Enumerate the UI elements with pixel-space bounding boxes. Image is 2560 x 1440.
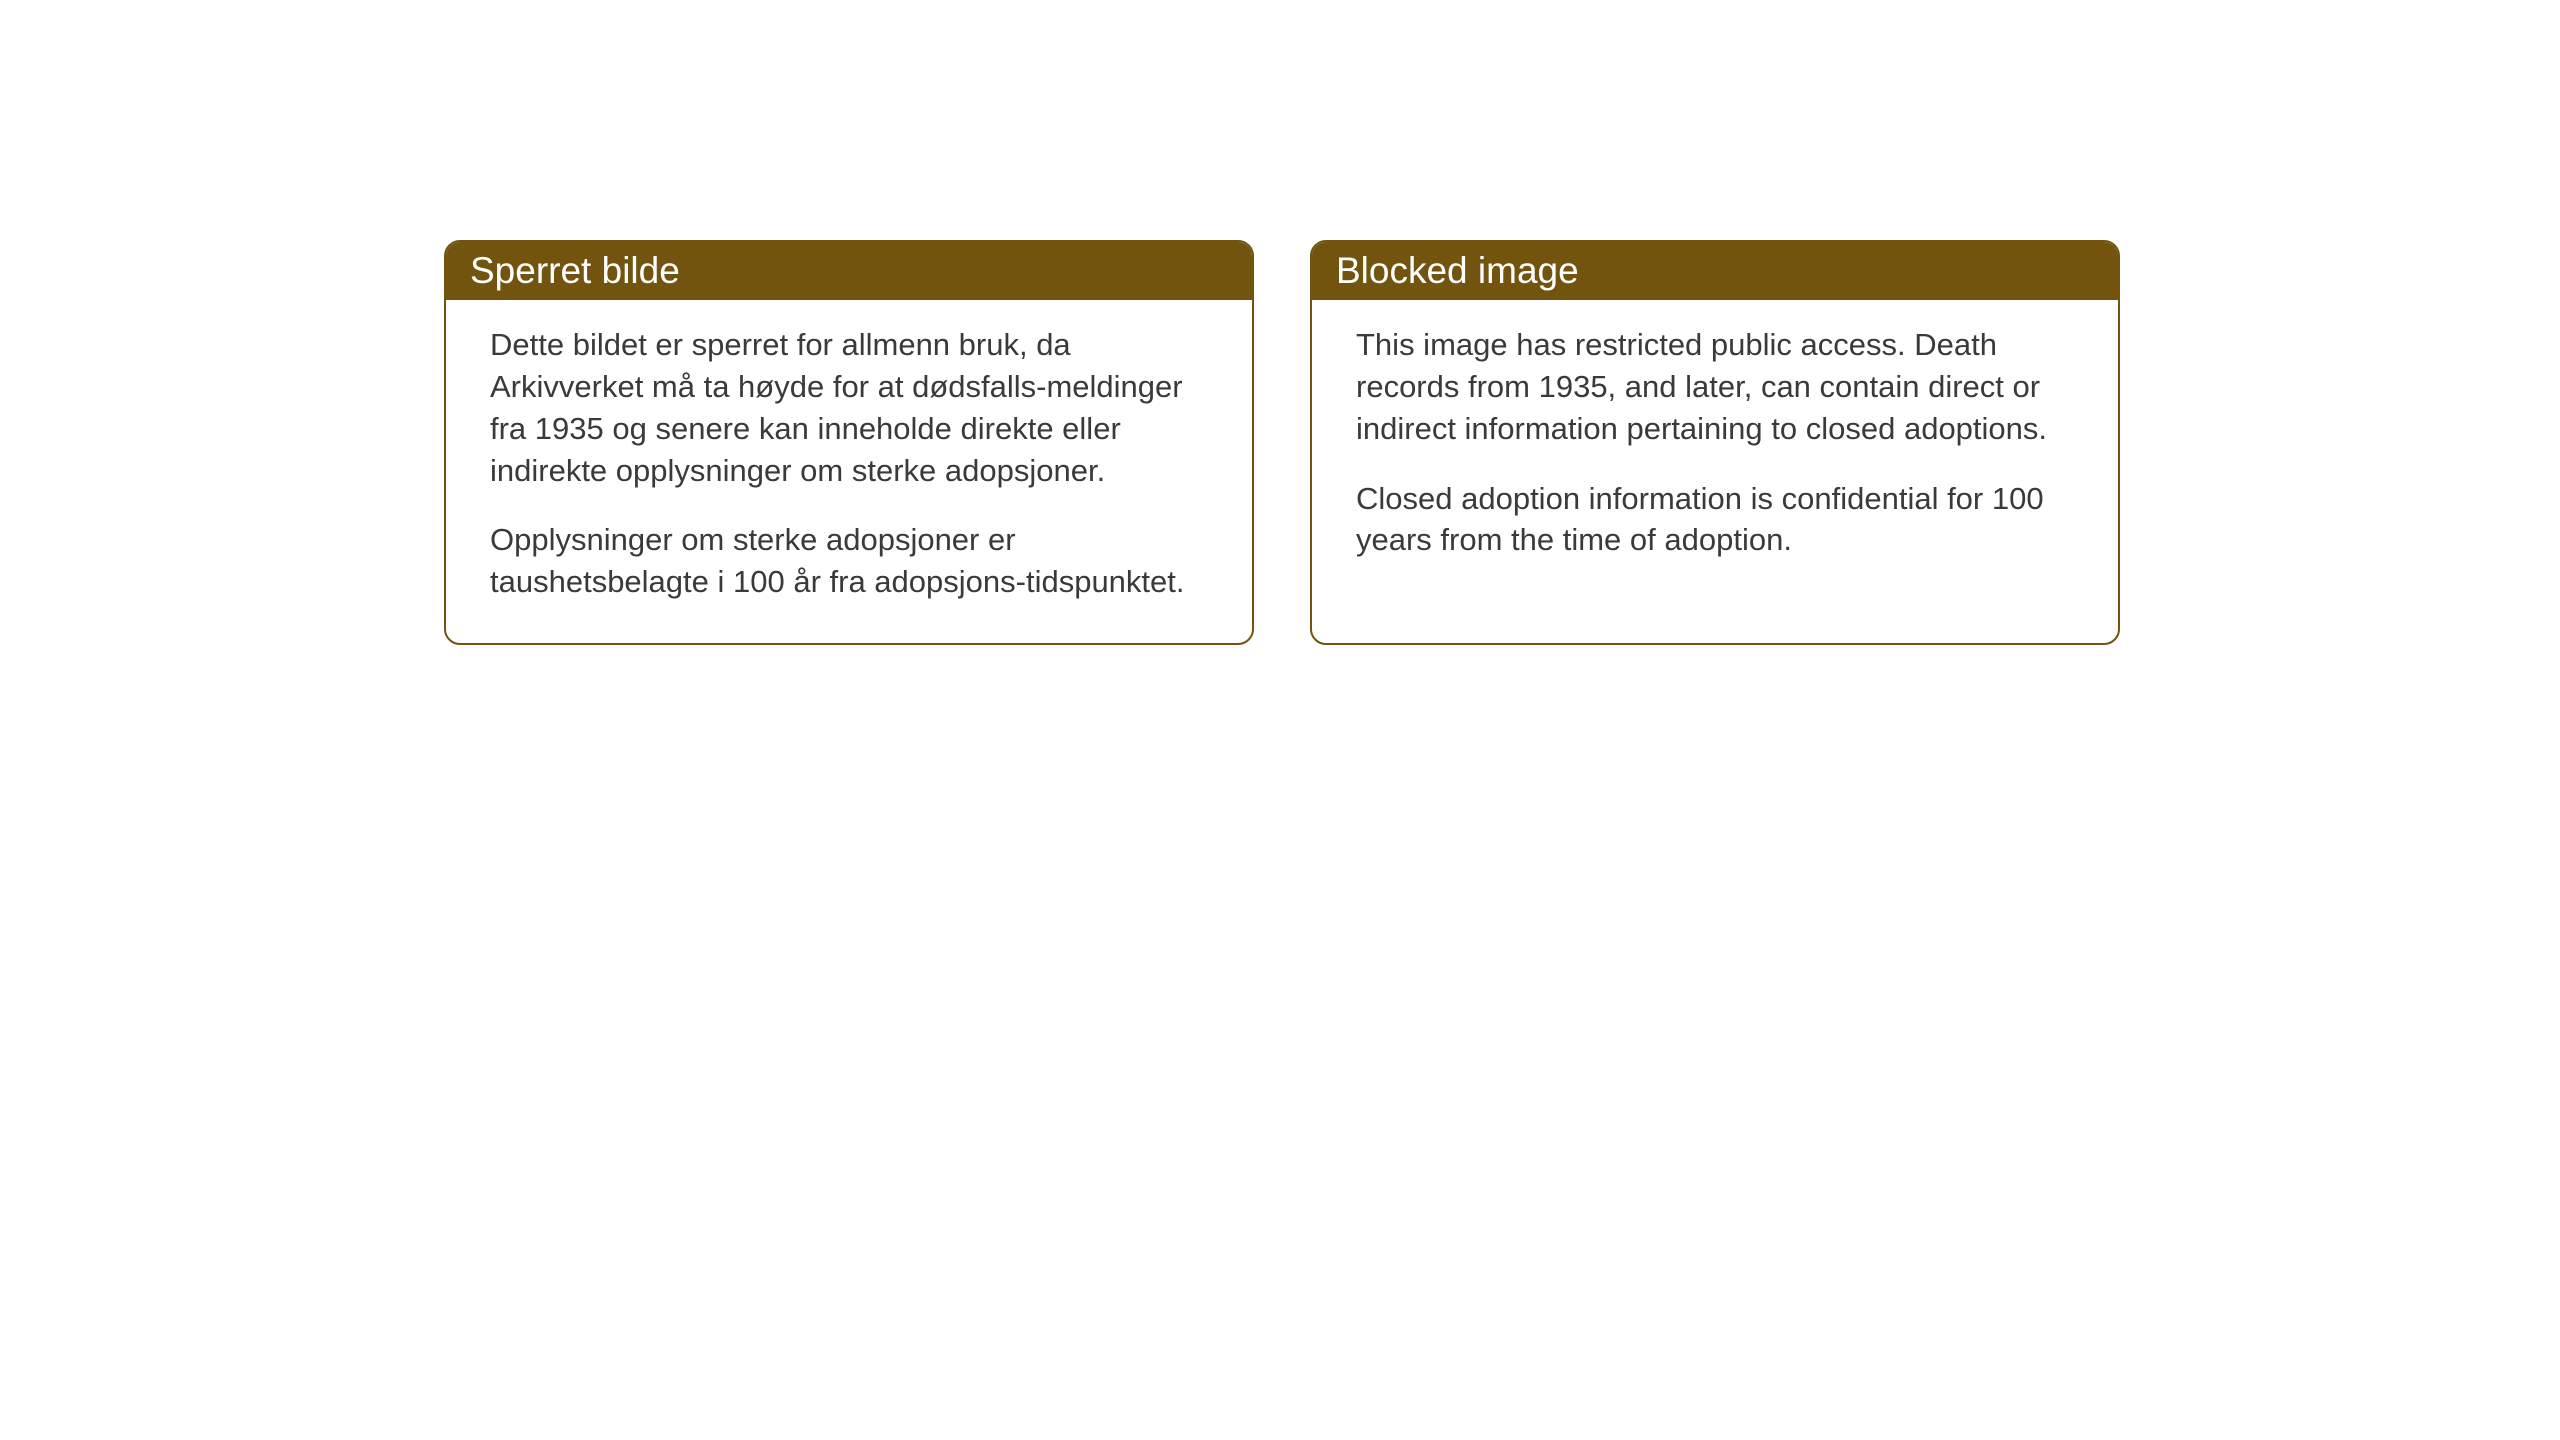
card-paragraph-1: This image has restricted public access.… <box>1356 324 2074 450</box>
card-body-english: This image has restricted public access.… <box>1312 300 2118 601</box>
card-title: Sperret bilde <box>470 250 680 291</box>
card-paragraph-2: Closed adoption information is confident… <box>1356 478 2074 562</box>
blocked-image-card-norwegian: Sperret bilde Dette bildet er sperret fo… <box>444 240 1254 645</box>
card-paragraph-2: Opplysninger om sterke adopsjoner er tau… <box>490 519 1208 603</box>
card-header-english: Blocked image <box>1312 242 2118 300</box>
card-header-norwegian: Sperret bilde <box>446 242 1252 300</box>
message-container: Sperret bilde Dette bildet er sperret fo… <box>444 240 2120 645</box>
blocked-image-card-english: Blocked image This image has restricted … <box>1310 240 2120 645</box>
card-paragraph-1: Dette bildet er sperret for allmenn bruk… <box>490 324 1208 491</box>
card-body-norwegian: Dette bildet er sperret for allmenn bruk… <box>446 300 1252 643</box>
card-title: Blocked image <box>1336 250 1579 291</box>
